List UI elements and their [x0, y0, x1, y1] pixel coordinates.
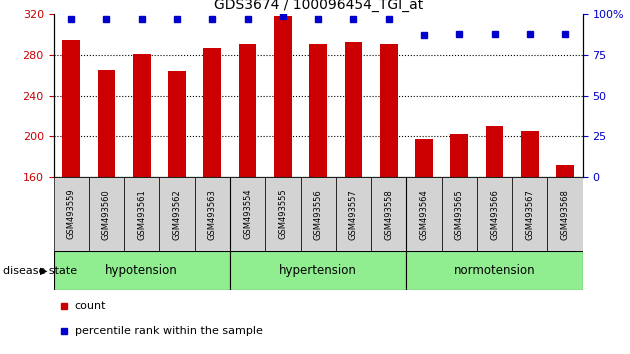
Bar — [345, 42, 362, 177]
FancyBboxPatch shape — [547, 177, 583, 251]
Title: GDS3674 / 100096454_TGI_at: GDS3674 / 100096454_TGI_at — [214, 0, 423, 12]
Text: GSM493561: GSM493561 — [137, 189, 146, 240]
Bar — [309, 44, 327, 177]
FancyBboxPatch shape — [512, 177, 547, 251]
Text: GSM493559: GSM493559 — [67, 189, 76, 240]
Text: GSM493562: GSM493562 — [173, 189, 181, 240]
Bar — [521, 131, 539, 177]
Bar — [168, 71, 186, 177]
Text: hypertension: hypertension — [279, 264, 357, 277]
Text: GSM493566: GSM493566 — [490, 189, 499, 240]
Bar — [486, 126, 503, 177]
FancyBboxPatch shape — [54, 251, 230, 290]
Text: GSM493564: GSM493564 — [420, 189, 428, 240]
FancyBboxPatch shape — [406, 251, 583, 290]
Bar — [274, 16, 292, 177]
Text: disease state: disease state — [3, 266, 77, 276]
FancyBboxPatch shape — [89, 177, 124, 251]
FancyBboxPatch shape — [230, 251, 406, 290]
Text: GSM493568: GSM493568 — [561, 189, 570, 240]
FancyBboxPatch shape — [265, 177, 301, 251]
FancyBboxPatch shape — [159, 177, 195, 251]
Text: normotension: normotension — [454, 264, 536, 277]
FancyBboxPatch shape — [195, 177, 230, 251]
Text: GSM493563: GSM493563 — [208, 189, 217, 240]
Text: GSM493567: GSM493567 — [525, 189, 534, 240]
Text: GSM493555: GSM493555 — [278, 189, 287, 240]
Bar — [380, 44, 398, 177]
Bar — [133, 54, 151, 177]
Bar — [62, 40, 80, 177]
FancyBboxPatch shape — [124, 177, 159, 251]
Bar — [556, 165, 574, 177]
Bar — [239, 44, 256, 177]
Text: GSM493558: GSM493558 — [384, 189, 393, 240]
Text: count: count — [75, 301, 106, 311]
Bar — [98, 70, 115, 177]
FancyBboxPatch shape — [371, 177, 406, 251]
Text: percentile rank within the sample: percentile rank within the sample — [75, 326, 263, 336]
FancyBboxPatch shape — [336, 177, 371, 251]
Text: GSM493554: GSM493554 — [243, 189, 252, 240]
FancyBboxPatch shape — [54, 177, 89, 251]
FancyBboxPatch shape — [230, 177, 265, 251]
Bar — [450, 134, 468, 177]
Text: ▶: ▶ — [40, 266, 48, 276]
FancyBboxPatch shape — [477, 177, 512, 251]
Text: GSM493565: GSM493565 — [455, 189, 464, 240]
FancyBboxPatch shape — [406, 177, 442, 251]
Text: hypotension: hypotension — [105, 264, 178, 277]
Bar — [203, 48, 221, 177]
Text: GSM493560: GSM493560 — [102, 189, 111, 240]
Text: GSM493556: GSM493556 — [314, 189, 323, 240]
FancyBboxPatch shape — [301, 177, 336, 251]
Text: GSM493557: GSM493557 — [349, 189, 358, 240]
FancyBboxPatch shape — [442, 177, 477, 251]
Bar — [415, 139, 433, 177]
